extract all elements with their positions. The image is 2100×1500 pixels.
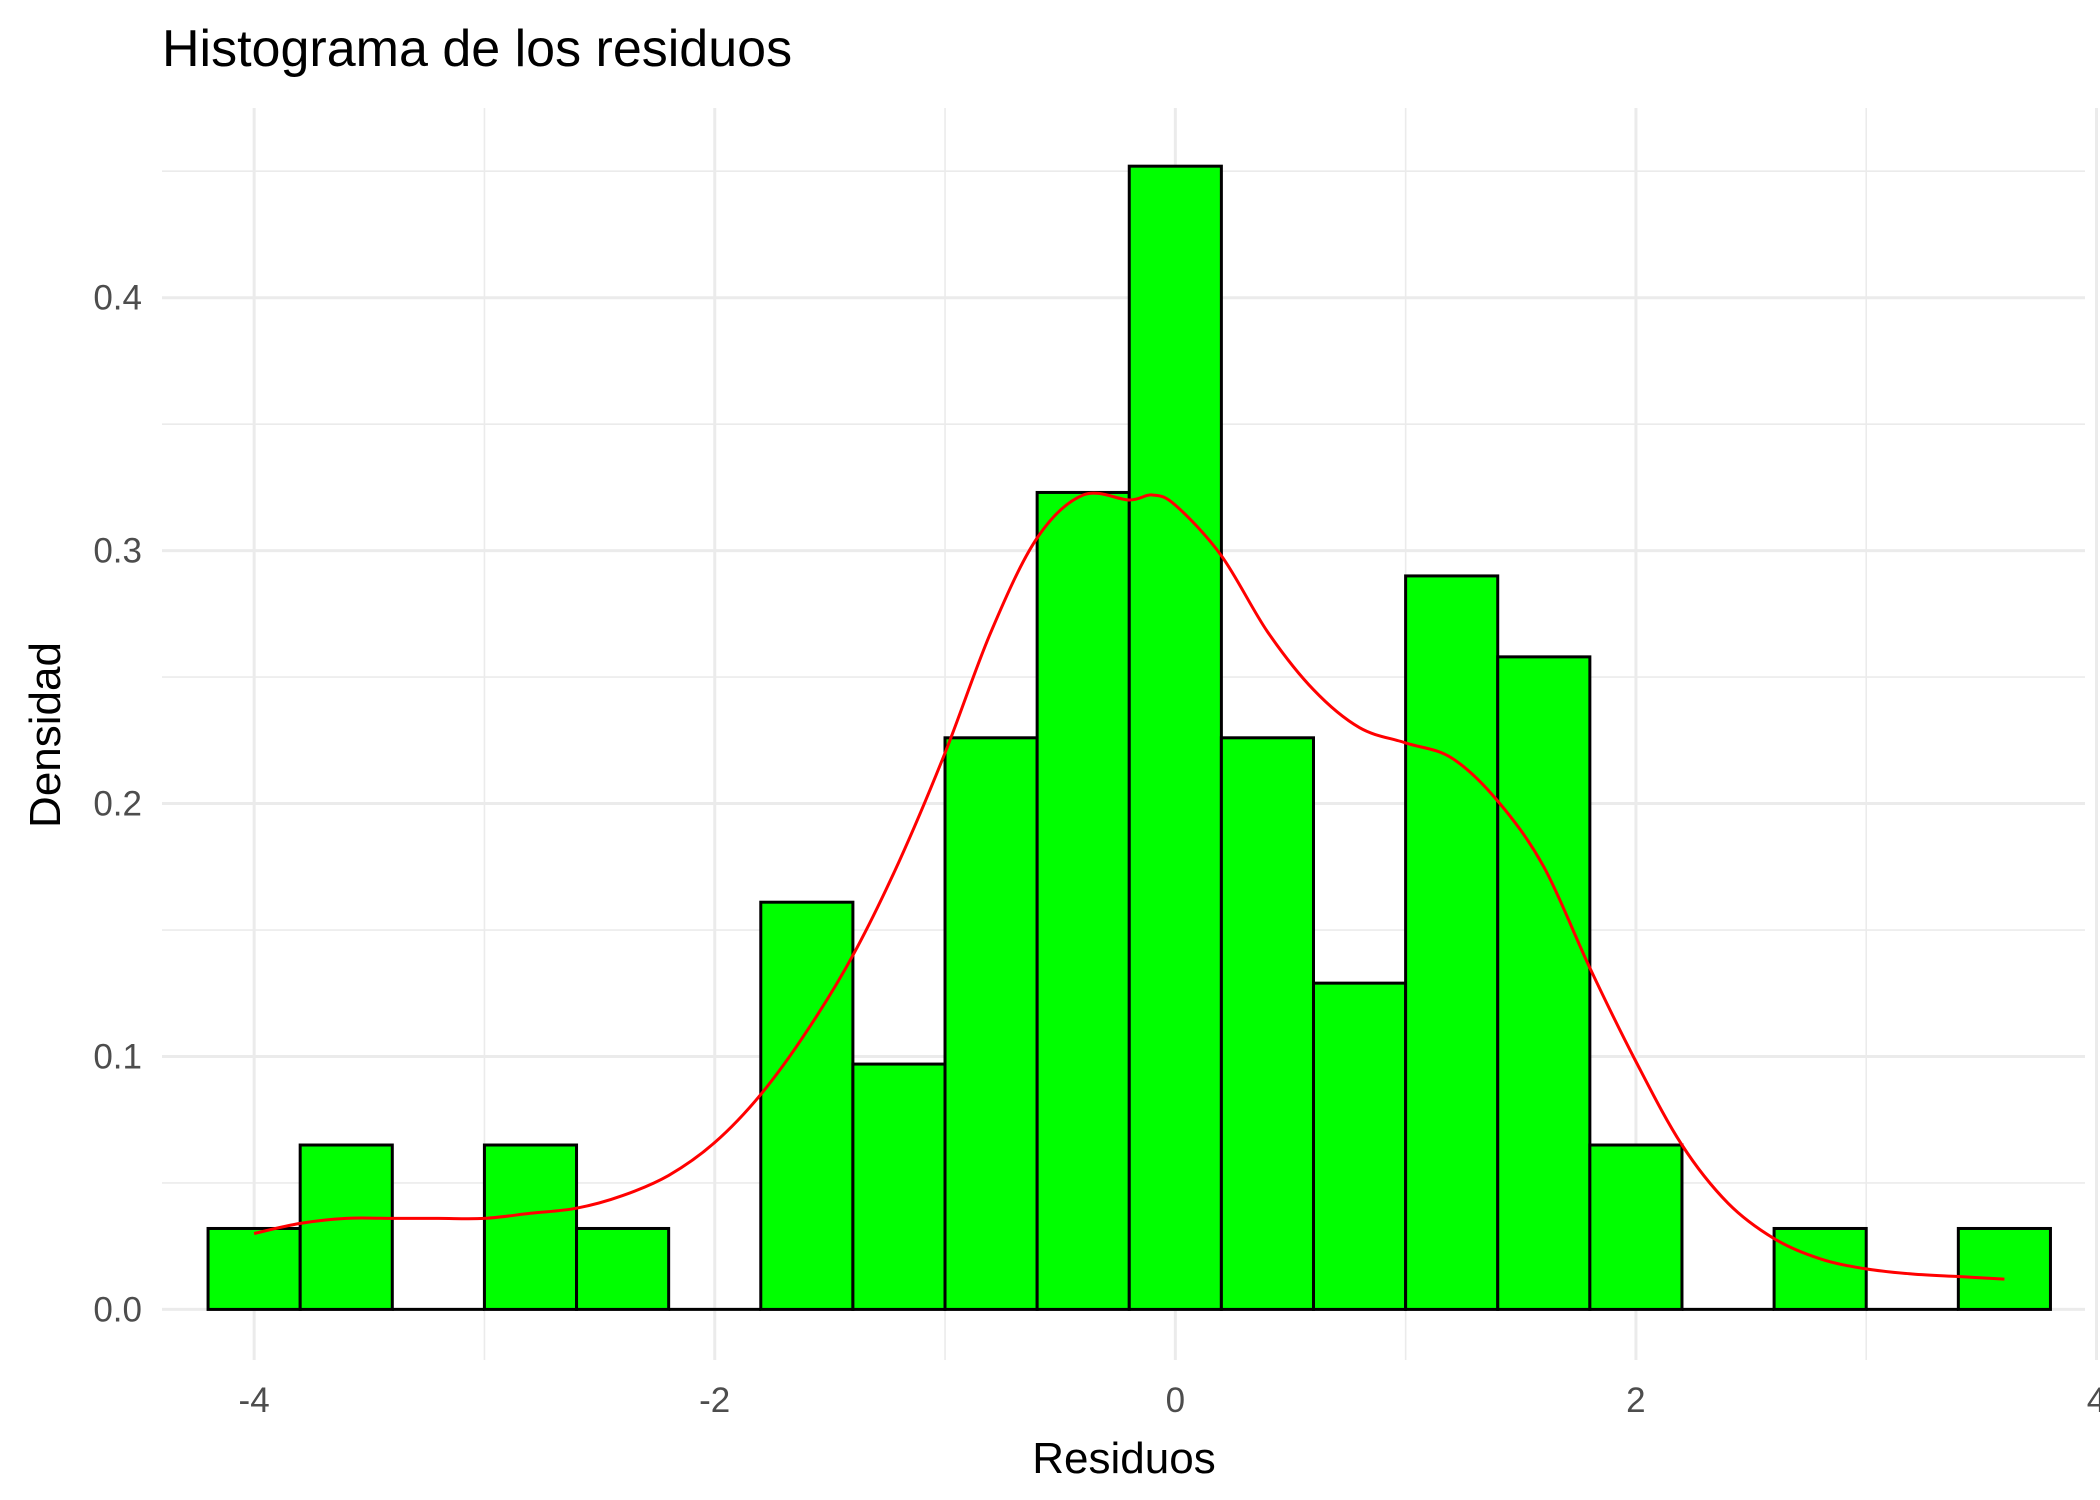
x-axis-title: Residuos — [1032, 1434, 1215, 1483]
density-curve — [253, 491, 2005, 1281]
x-tick-label: -4 — [239, 1381, 270, 1420]
histogram-bar — [1496, 655, 1592, 1311]
histogram-bar — [1127, 164, 1223, 1311]
y-tick-label: 0.3 — [93, 532, 142, 571]
y-tick-label: 0.2 — [93, 785, 142, 824]
histogram-bar — [1035, 490, 1131, 1311]
histogram-bar — [1588, 1143, 1684, 1311]
histogram-bar — [482, 1143, 579, 1311]
y-axis-title: Densidad — [21, 642, 70, 828]
y-tick-label: 0.1 — [93, 1037, 142, 1076]
histogram-bar — [851, 1062, 947, 1311]
histogram-bar — [1772, 1226, 1868, 1311]
x-tick-label: 0 — [1166, 1381, 1185, 1420]
histogram-bar — [298, 1143, 394, 1311]
bars-layer — [206, 164, 2052, 1311]
histogram-bar — [1956, 1226, 2052, 1311]
histogram-bar — [206, 1226, 302, 1311]
x-tick-label: 2 — [1626, 1381, 1645, 1420]
ticks-layer: -4 -2 0 2 4 0.0 0.1 0.2 0.3 0.4 — [93, 279, 2100, 1420]
density-layer — [253, 491, 2005, 1281]
x-tick-label: -2 — [699, 1381, 730, 1420]
y-tick-label: 0.0 — [93, 1290, 142, 1329]
chart-title: Histograma de los residuos — [162, 20, 792, 78]
histogram-bar — [1311, 981, 1408, 1311]
x-tick-label: 4 — [2087, 1381, 2100, 1420]
histogram-bar — [1219, 736, 1315, 1311]
histogram-bar — [943, 736, 1039, 1311]
histogram-bar — [575, 1226, 671, 1311]
histogram-bar — [759, 900, 855, 1311]
histogram-bar — [1404, 574, 1500, 1311]
y-tick-label: 0.4 — [93, 279, 142, 318]
